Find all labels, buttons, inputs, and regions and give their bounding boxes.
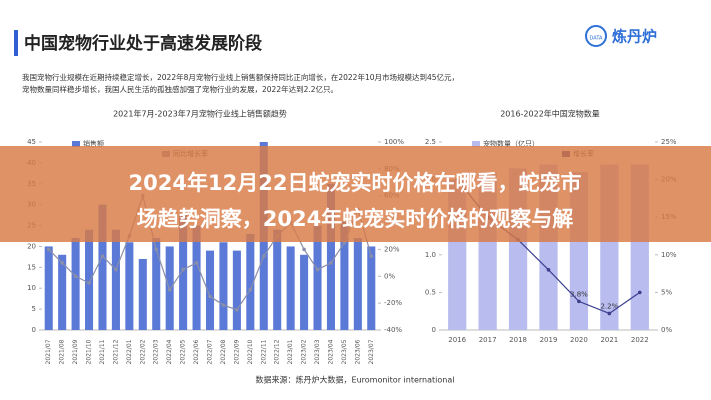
bar: [98, 204, 107, 330]
x-tick-label: 2021/12: [112, 339, 119, 364]
title-bar: [14, 30, 18, 56]
y2-tick-label: 0%: [384, 272, 395, 280]
banner-line: 场趋势洞察，2024年蛇宠实时价格的观察与解: [137, 207, 573, 231]
x-tick-label: 2023/01: [287, 339, 294, 364]
x-tick-label: 2022/11: [260, 339, 267, 364]
y-tick-label: 0: [32, 326, 36, 334]
x-tick-label: 2022/09: [233, 339, 240, 364]
growth-line: [48, 193, 372, 311]
logo-icon: [585, 25, 607, 47]
bar: [205, 250, 215, 330]
x-tick-label: 2022/05: [180, 339, 187, 364]
data-label: 2.2%: [600, 302, 618, 310]
y-tick-label: 45: [27, 138, 36, 146]
y-tick-label: 15: [27, 263, 36, 271]
bar: [138, 258, 147, 330]
x-tick-label: 2022/10: [247, 339, 254, 364]
description-line: 宠物数量同样稳步增长，我国人民生活的孤独感加强了宠物行业的发展，2022年达到2…: [22, 84, 338, 94]
x-tick-label: 2022/06: [193, 339, 200, 364]
logo-text: 炼丹炉: [612, 28, 657, 46]
bar: [58, 254, 67, 330]
legend-swatch: [72, 141, 80, 147]
x-tick-label: 2022/01: [126, 339, 133, 364]
bar: [313, 225, 322, 330]
source-note: 数据来源：炼丹炉大数据，Euromonitor international: [256, 375, 455, 385]
legend-swatch: [472, 141, 480, 147]
bar: [44, 246, 53, 330]
y-tick-label: 10: [27, 284, 36, 292]
x-tick-label: 2021: [600, 336, 618, 344]
slide-title: 中国宠物行业处于高速发展阶段: [24, 33, 262, 54]
bar: [232, 250, 241, 330]
x-tick-label: 2019: [540, 336, 558, 344]
y2-tick-label: 5%: [661, 288, 672, 296]
bar: [367, 246, 376, 330]
x-tick-label: 2022: [631, 336, 649, 344]
y-tick-label: 20: [27, 242, 36, 250]
x-tick-label: 2021/08: [59, 339, 66, 364]
x-tick-label: 2023/05: [341, 339, 348, 364]
y2-tick-label: 0%: [661, 326, 672, 334]
description-line: 我国宠物行业规模在近期持续稳定增长，2022年8月宠物行业线上销售额保持同比正向…: [22, 72, 459, 82]
x-tick-label: 2023/04: [327, 339, 334, 364]
x-tick-label: 2021/09: [72, 339, 79, 364]
x-tick-label: 2023/06: [354, 339, 361, 364]
bar: [219, 242, 228, 330]
x-tick-label: 2023/02: [301, 339, 308, 364]
bar: [111, 229, 120, 330]
y2-tick-label: -20%: [384, 299, 402, 307]
x-tick-label: 2018: [509, 336, 527, 344]
y2-tick-label: 10%: [661, 251, 677, 259]
x-tick-label: 2022/12: [274, 339, 281, 364]
bar: [246, 233, 255, 330]
y2-tick-label: -40%: [384, 326, 402, 334]
bar: [300, 254, 309, 330]
y-tick-label: 1.0: [425, 251, 436, 259]
data-label: 3.8%: [570, 290, 588, 298]
x-tick-label: 2022/04: [166, 339, 173, 364]
x-tick-label: 2023/03: [314, 339, 321, 364]
legend-label: 销售额: [83, 139, 104, 148]
bar: [192, 225, 201, 330]
y2-tick-label: 20%: [384, 245, 400, 253]
bar: [179, 213, 188, 330]
y-tick-label: 0: [432, 326, 436, 334]
x-tick-label: 2021/07: [45, 339, 52, 364]
banner-line: 2024年12月22日蛇宠实时价格在哪看，蛇宠市: [129, 171, 582, 195]
y-tick-label: 0.5: [425, 288, 436, 296]
y2-tick-label: 25%: [661, 138, 677, 146]
bar: [286, 246, 295, 330]
y2-tick-label: 100%: [384, 138, 404, 146]
x-tick-label: 2017: [479, 336, 497, 344]
bar: [85, 229, 94, 330]
x-tick-label: 2022/07: [207, 339, 214, 364]
banner-bg: [0, 146, 711, 242]
x-tick-label: 2022/02: [139, 339, 146, 364]
y-tick-label: 5: [32, 305, 36, 313]
bar: [71, 238, 80, 330]
x-tick-label: 2021/11: [99, 339, 106, 364]
bar: [125, 242, 134, 330]
bar: [152, 238, 161, 330]
logo-badge: DATA: [590, 36, 603, 42]
bar: [326, 183, 335, 330]
x-tick-label: 2020: [570, 336, 588, 344]
bar: [273, 229, 282, 330]
chart-title: 2016-2022年中国宠物数量: [500, 109, 600, 119]
x-tick-label: 2016: [448, 336, 466, 344]
bar: [340, 221, 349, 330]
bar: [353, 238, 362, 330]
x-tick-label: 2022/08: [220, 339, 227, 364]
chart-title: 2021年7月-2023年7月宠物行业线上销售额趋势: [113, 109, 287, 119]
line-point: [369, 254, 374, 258]
y-tick-label: 2.5: [425, 138, 436, 146]
x-tick-label: 2022/03: [153, 339, 160, 364]
x-tick-label: 2021/10: [86, 339, 93, 364]
legend-label: 宠物数量（亿只）: [483, 139, 539, 148]
x-tick-label: 2023/07: [368, 339, 375, 364]
